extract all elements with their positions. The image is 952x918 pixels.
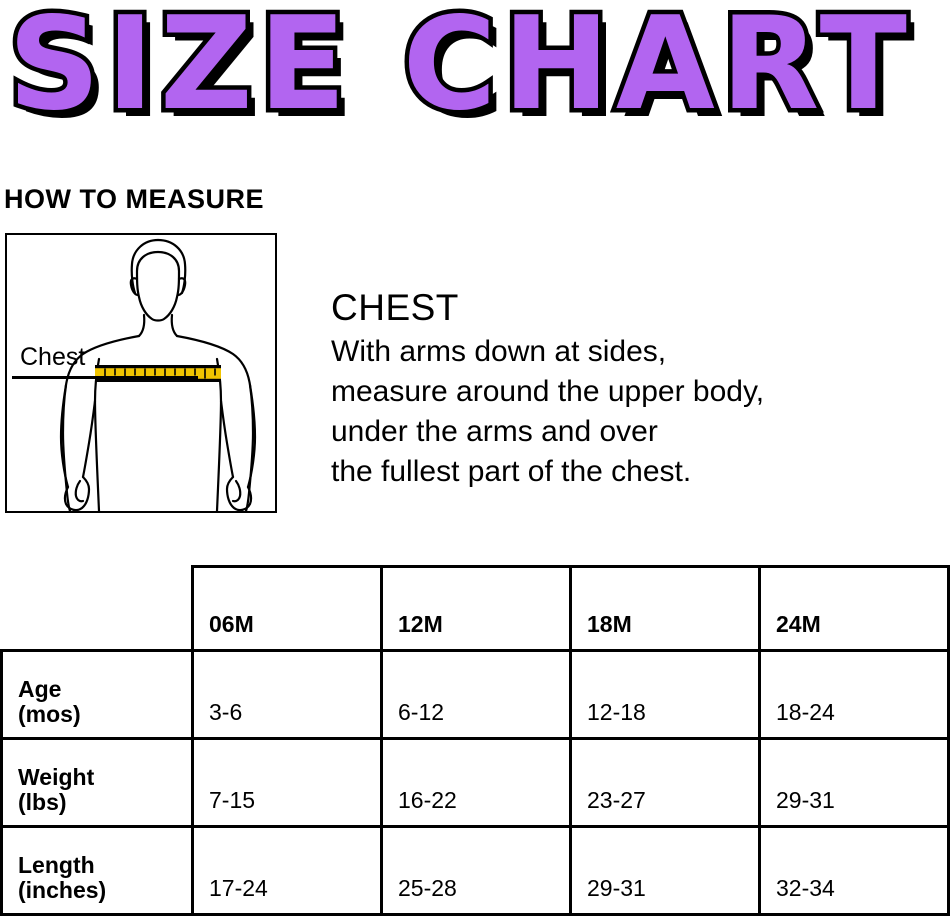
hand-left-outline bbox=[63, 475, 91, 511]
table-row: Weight (lbs) 7-15 16-22 23-27 29-31 bbox=[0, 737, 950, 828]
table-cell: 23-27 bbox=[569, 737, 761, 828]
chest-info-line-3: under the arms and over bbox=[331, 414, 658, 448]
arm-left-outer bbox=[59, 383, 70, 489]
row-label-cell: Weight (lbs) bbox=[0, 737, 194, 828]
torso-left-shoulder bbox=[61, 334, 141, 511]
ear-right bbox=[176, 277, 187, 297]
row-label-cell: Age (mos) bbox=[0, 649, 194, 740]
row-label-cell: Length (inches) bbox=[0, 825, 194, 916]
chest-measurement-info: CHEST With arms down at sides, measure a… bbox=[331, 288, 943, 492]
table-cell: 6-12 bbox=[380, 649, 572, 740]
row-label-line-1: Age bbox=[18, 675, 62, 702]
column-header-label: 06M bbox=[209, 611, 254, 637]
row-label-line-2: (mos) bbox=[18, 701, 81, 728]
page-title: .ttl { font-family: "DejaVu Sans", sans-… bbox=[0, 0, 952, 160]
hair-outline-left bbox=[130, 238, 160, 295]
measurement-diagram-frame bbox=[5, 233, 277, 513]
chest-info-heading: CHEST bbox=[331, 287, 459, 328]
ear-left bbox=[129, 277, 140, 297]
chest-info-line-4: the fullest part of the chest. bbox=[331, 454, 692, 488]
neck-left bbox=[137, 313, 146, 338]
table-row: Length (inches) 17-24 25-28 29-31 32-34 bbox=[0, 825, 950, 916]
head-face-outline bbox=[135, 250, 181, 322]
row-label-line-2: (lbs) bbox=[18, 789, 67, 816]
cell-value: 32-34 bbox=[776, 875, 835, 901]
table-cell: 7-15 bbox=[191, 737, 383, 828]
table-corner-cell bbox=[2, 567, 193, 651]
hair-outline-right bbox=[156, 238, 187, 295]
size-chart-title-art: .ttl { font-family: "DejaVu Sans", sans-… bbox=[4, 0, 921, 147]
tape-measure bbox=[95, 365, 221, 382]
hand-right-outline bbox=[225, 475, 253, 511]
cell-value: 17-24 bbox=[209, 875, 268, 901]
cell-value: 12-18 bbox=[587, 699, 646, 725]
cell-value: 3-6 bbox=[209, 699, 243, 725]
table-header-row: 06M 12M 18M 24M bbox=[2, 565, 950, 652]
table-cell: 25-28 bbox=[380, 825, 572, 916]
column-header-label: 24M bbox=[776, 611, 821, 637]
chest-info-body: With arms down at sides, measure around … bbox=[331, 332, 943, 492]
table-cell: 12-18 bbox=[569, 649, 761, 740]
hand-left-thumb bbox=[74, 479, 85, 503]
table-cell: 18-24 bbox=[758, 649, 950, 740]
row-label-length: Length (inches) bbox=[3, 851, 191, 914]
tape-bottom-edge bbox=[95, 378, 221, 382]
cell-value: 16-22 bbox=[398, 787, 457, 813]
table-cell: 16-22 bbox=[380, 737, 572, 828]
cell-value: 7-15 bbox=[209, 787, 256, 813]
table-cell: 29-31 bbox=[569, 825, 761, 916]
chest-info-line-1: With arms down at sides, bbox=[331, 334, 667, 368]
arm-right-inner bbox=[219, 399, 235, 479]
chest-info-line-2: measure around the upper body, bbox=[331, 374, 765, 408]
arm-right-outer bbox=[246, 383, 257, 489]
row-label-line-1: Length bbox=[18, 851, 95, 878]
table-cell: 17-24 bbox=[191, 825, 383, 916]
hand-right-thumb bbox=[231, 479, 242, 503]
cell-value: 6-12 bbox=[398, 699, 445, 725]
table-header-cell-1: 12M bbox=[380, 565, 572, 652]
cell-value: 25-28 bbox=[398, 875, 457, 901]
row-label-weight: Weight (lbs) bbox=[3, 763, 191, 826]
cell-value: 29-31 bbox=[776, 787, 835, 813]
row-label-line-2: (inches) bbox=[18, 877, 107, 904]
column-header-label: 18M bbox=[587, 611, 632, 637]
how-to-measure-heading: HOW TO MEASURE bbox=[4, 184, 265, 214]
table-header-cell-3: 24M bbox=[758, 565, 950, 652]
table-cell: 29-31 bbox=[758, 737, 950, 828]
table-cell: 32-34 bbox=[758, 825, 950, 916]
cell-value: 23-27 bbox=[587, 787, 646, 813]
neck-right bbox=[170, 313, 179, 338]
table-header-cell-0: 06M bbox=[191, 565, 383, 652]
row-label-age: Age (mos) bbox=[3, 675, 191, 738]
table-row: Age (mos) 3-6 6-12 12-18 18-24 bbox=[0, 649, 950, 740]
size-table: 06M 12M 18M 24M Age (mos) 3-6 bbox=[0, 565, 950, 916]
cell-value: 18-24 bbox=[776, 699, 835, 725]
table-cell: 3-6 bbox=[191, 649, 383, 740]
tape-top-edge bbox=[95, 365, 221, 369]
cell-value: 29-31 bbox=[587, 875, 646, 901]
arm-left-inner bbox=[81, 399, 97, 479]
title-fill: SIZE CHART bbox=[8, 0, 913, 139]
body-figure-illustration bbox=[59, 238, 257, 511]
row-label-line-1: Weight bbox=[18, 763, 95, 790]
column-header-label: 12M bbox=[398, 611, 443, 637]
torso-right-shoulder bbox=[175, 334, 255, 511]
title-shadow: SIZE CHART bbox=[16, 0, 921, 147]
table-header-cell-2: 18M bbox=[569, 565, 761, 652]
